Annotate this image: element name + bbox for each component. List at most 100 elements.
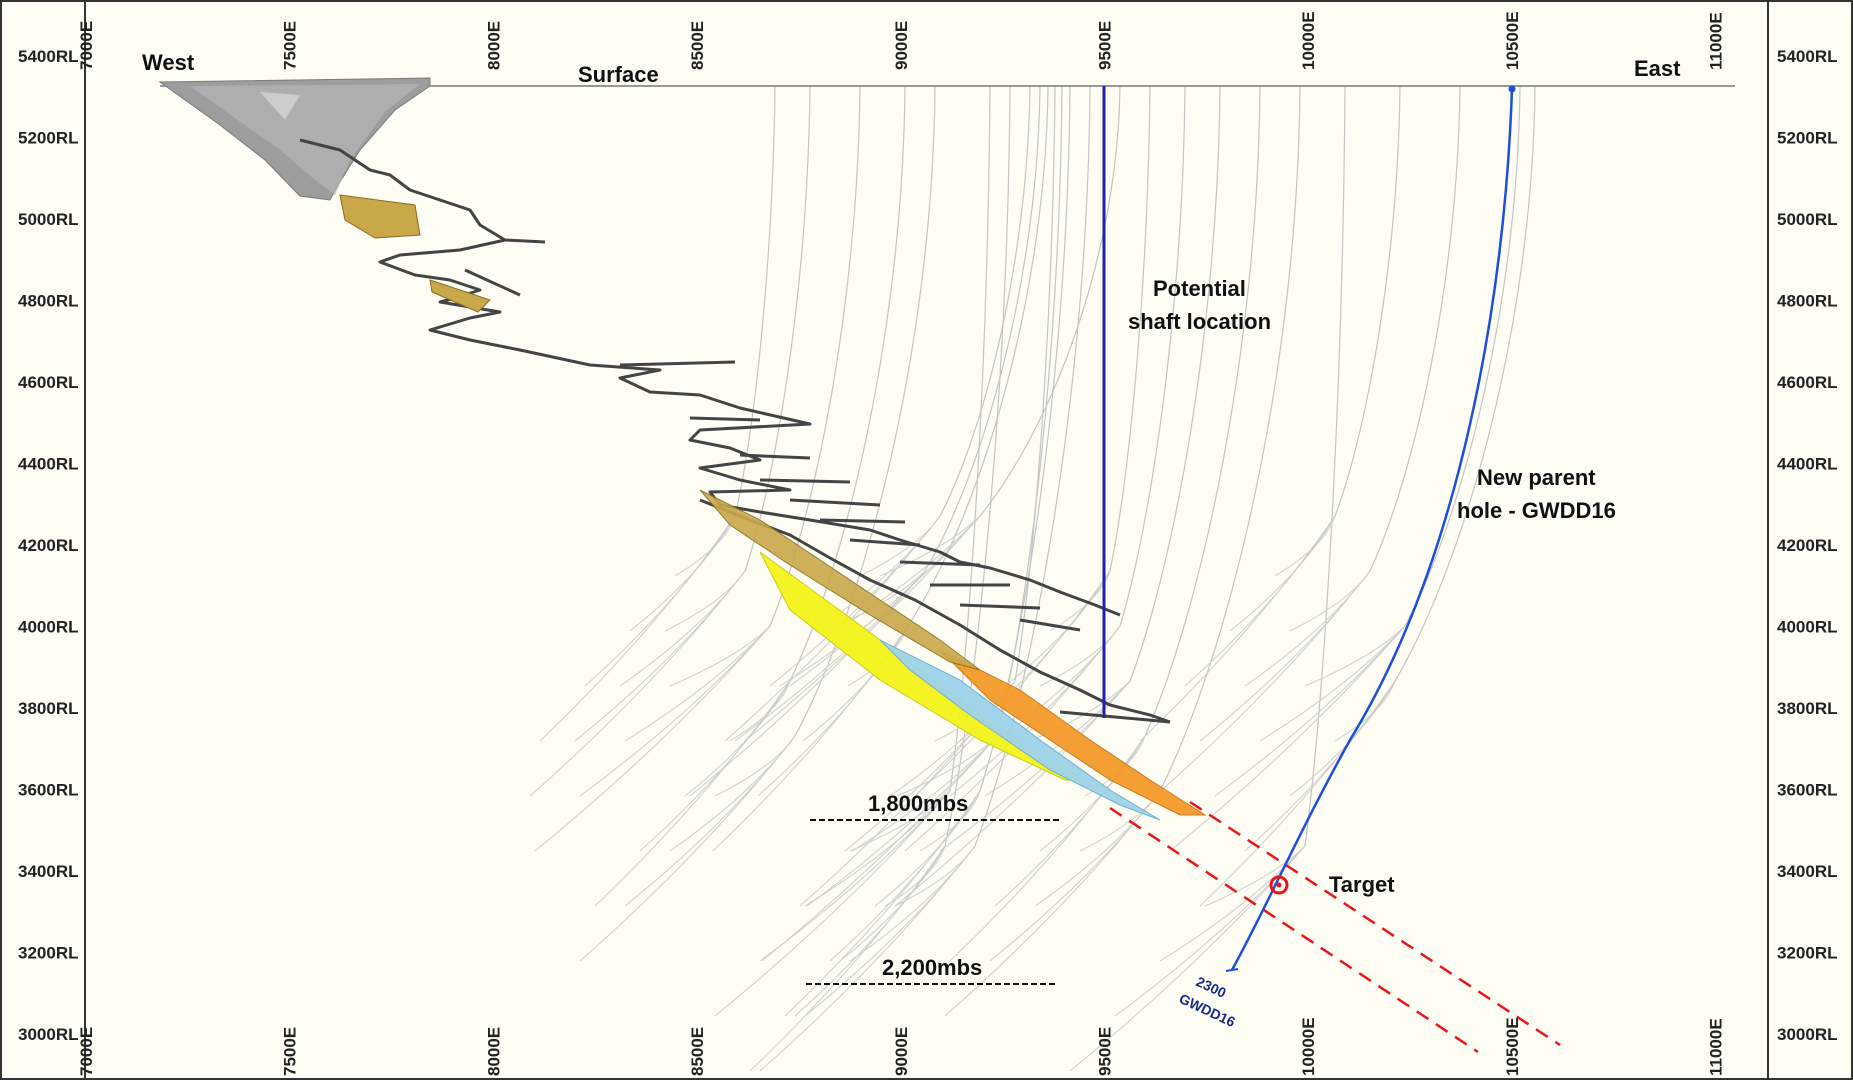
surface-label: Surface <box>578 62 659 87</box>
drillhole-trace <box>1014 85 1056 682</box>
drillhole-trace <box>944 85 1011 847</box>
rl-label-left: 4800RL <box>18 292 78 311</box>
underground-workings <box>299 138 1171 724</box>
rl-label-right: 3200RL <box>1777 944 1837 963</box>
rl-axis-right: 5400RL 5200RL 5000RL 4800RL 4600RL 4400RL 4200… <box>1777 47 1837 1044</box>
east-label: East <box>1634 56 1681 81</box>
rl-label-right: 4800RL <box>1777 292 1837 311</box>
easting-axis-top: 7000E 7500E 8000E 8500E 9000E 9500E 10000E 1050… <box>77 11 1726 70</box>
rl-label-left: 4600RL <box>18 373 78 392</box>
drillhole-wedge <box>534 625 771 852</box>
rl-label-right: 3800RL <box>1777 699 1837 718</box>
drillhole-wedge <box>879 515 981 577</box>
easting-label-top: 10000E <box>1299 11 1318 70</box>
parent-hole-collar <box>1508 85 1516 93</box>
easting-label-bottom: 9500E <box>1096 1027 1115 1076</box>
easting-label-bottom: 7500E <box>281 1027 300 1076</box>
drillhole-wedge <box>584 515 736 687</box>
rl-label-right: 4400RL <box>1777 455 1837 474</box>
rl-label-left: 3400RL <box>18 862 78 881</box>
drillhole-wedge <box>529 570 746 797</box>
easting-label-bottom: 11000E <box>1707 1018 1726 1076</box>
easting-label-bottom: 10500E <box>1503 1017 1522 1076</box>
drillhole-trace <box>1144 85 1261 737</box>
rl-label-right: 3400RL <box>1777 862 1837 881</box>
easting-label-bottom: 9000E <box>892 1027 911 1076</box>
drillhole-wedge <box>1169 625 1406 852</box>
drillhole-wedge <box>1199 680 1396 907</box>
drillhole-trace <box>974 85 1091 847</box>
drillhole-wedge <box>851 735 998 852</box>
depth-marker-2200: 2,200mbs <box>882 955 982 980</box>
drillhole-trace <box>1129 85 1221 682</box>
drillhole-trace <box>907 85 1049 627</box>
easting-label-top: 8000E <box>484 21 503 70</box>
easting-label-bottom: 8000E <box>484 1027 503 1076</box>
rl-label-right: 4600RL <box>1777 373 1837 392</box>
drillhole-wedge <box>749 845 946 1072</box>
easting-label-top: 7500E <box>281 21 300 70</box>
drillhole-wedge <box>1184 515 1336 687</box>
drillhole-traces <box>529 85 1536 1072</box>
west-label: West <box>142 50 195 75</box>
target-marker-icon <box>1269 875 1289 895</box>
drillhole-trace <box>1404 85 1521 627</box>
rl-label-left: 5400RL <box>18 47 78 66</box>
drillhole-wedge <box>639 680 791 852</box>
drillhole-trace <box>1334 85 1401 517</box>
easting-label-bottom: 8500E <box>688 1027 707 1076</box>
drillhole-wedge <box>669 625 771 687</box>
easting-label-top: 8500E <box>688 21 707 70</box>
drillhole-trace <box>979 85 1121 517</box>
orebody-shapes <box>699 489 1207 821</box>
shaft-label-line-2: shaft location <box>1128 309 1271 334</box>
parent-hole-trace <box>1230 87 1514 971</box>
drillhole-trace <box>734 85 776 517</box>
rl-label-right: 4000RL <box>1777 618 1837 637</box>
drillhole-wedge <box>579 735 796 962</box>
rl-label-right: 3600RL <box>1777 781 1837 800</box>
drillhole-wedge <box>744 515 981 742</box>
drillhole-wedge <box>689 570 926 797</box>
rl-label-left: 4400RL <box>18 455 78 474</box>
rl-label-right: 5000RL <box>1777 210 1837 229</box>
drillhole-wedge <box>1139 515 1336 742</box>
drillhole-wedge <box>834 515 981 632</box>
drillhole-wedge <box>1159 845 1306 962</box>
drillhole-wedge <box>1304 625 1406 687</box>
drillhole-wedge <box>1204 845 1306 907</box>
drillhole-wedge <box>759 845 976 1072</box>
drillhole-wedge <box>761 735 998 962</box>
rl-label-left: 3200RL <box>18 944 78 963</box>
drillhole-wedge <box>624 625 771 742</box>
easting-label-top: 11000E <box>1707 12 1726 70</box>
drillhole-wedge <box>539 515 736 742</box>
rl-label-right: 5400RL <box>1777 47 1837 66</box>
drillhole-trace <box>924 85 1041 572</box>
drillhole-trace <box>1369 85 1461 572</box>
drillhole-trace <box>1159 85 1301 792</box>
easting-label-top: 10500E <box>1503 11 1522 70</box>
easting-label-bottom: 7000E <box>77 1027 96 1076</box>
easting-label-bottom: 10000E <box>1299 1017 1318 1076</box>
open-pit <box>158 77 431 201</box>
rl-label-left: 3600RL <box>18 781 78 800</box>
drillhole-wedge <box>804 790 951 907</box>
drillhole-wedge <box>829 790 981 962</box>
drillhole-wedge <box>914 570 1111 797</box>
shallow-ore-lenses <box>339 194 491 313</box>
easting-label-top: 9500E <box>1096 21 1115 70</box>
depth-marker-1800: 1,800mbs <box>868 791 968 816</box>
drillhole-wedge <box>1244 680 1396 852</box>
rl-label-left: 5200RL <box>18 129 78 148</box>
target-marker-dot <box>1276 882 1282 888</box>
parent-hole-label-line-2: hole - GWDD16 <box>1457 498 1616 523</box>
rl-label-left: 3000RL <box>18 1025 78 1044</box>
drillhole-trace <box>1394 85 1536 682</box>
easting-label-top: 7000E <box>77 21 96 70</box>
rl-axis-left: 5400RL 5200RL 5000RL 4800RL 4600RL 4400RL 4200… <box>18 47 78 1044</box>
drillhole-wedge <box>794 845 946 1017</box>
easting-axis-bottom: 7000E 7500E 8000E 8500E 9000E 9500E 10000E 1050… <box>77 1017 1726 1076</box>
easting-label-top: 9000E <box>892 21 911 70</box>
